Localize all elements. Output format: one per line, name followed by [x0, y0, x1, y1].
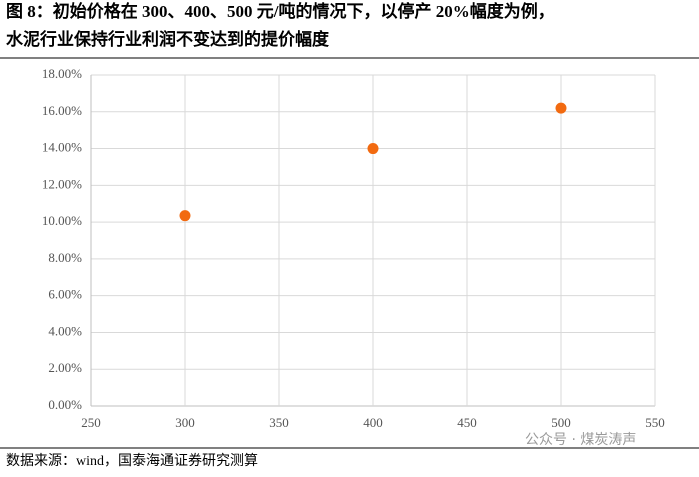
x-tick-label: 400 — [363, 415, 383, 430]
y-tick-label: 4.00% — [48, 323, 82, 338]
x-tick-label: 250 — [81, 415, 101, 430]
point — [179, 210, 191, 222]
y-tick-label: 18.00% — [42, 66, 82, 81]
chart-title: 水泥行业保持行业利润不变达到的提价幅度 — [6, 29, 330, 49]
x-tick-label: 300 — [175, 415, 195, 430]
y-tick-label: 16.00% — [42, 103, 82, 118]
point — [555, 102, 567, 114]
x-tick-label: 350 — [269, 415, 289, 430]
y-tick-label: 12.00% — [42, 176, 82, 191]
point — [367, 143, 379, 155]
x-tick-label: 500 — [551, 415, 571, 430]
x-tick-label: 550 — [645, 415, 665, 430]
y-tick-label: 8.00% — [48, 250, 82, 265]
watermark: 公众号 · 煤炭涛声 — [525, 432, 636, 448]
y-tick-label: 2.00% — [48, 360, 82, 375]
y-tick-label: 0.00% — [48, 397, 82, 412]
chart-title: 图 8：初始价格在 300、400、500 元/吨的情况下，以停产 20%幅度为… — [6, 1, 555, 21]
source: 数据来源：wind，国泰海通证券研究测算 — [6, 453, 258, 469]
y-tick-label: 10.00% — [42, 213, 82, 228]
y-tick-label: 14.00% — [42, 140, 82, 155]
x-tick-label: 450 — [457, 415, 477, 430]
y-tick-label: 6.00% — [48, 287, 82, 302]
